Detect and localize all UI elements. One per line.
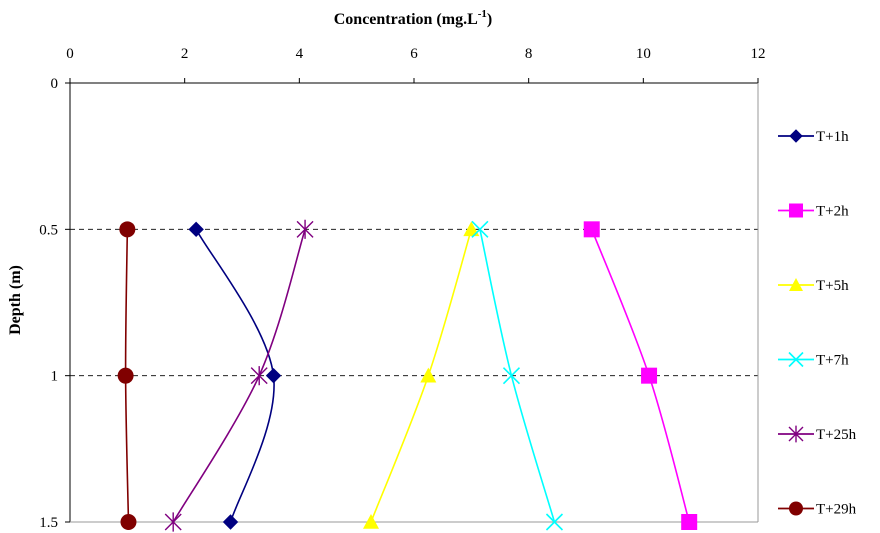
- x-tick-label: 8: [525, 46, 533, 62]
- legend-label: T+29h: [816, 502, 857, 518]
- marker-x: [788, 351, 804, 368]
- marker-x: [502, 367, 521, 385]
- marker-asterisk: [250, 366, 268, 386]
- x-axis-title-suffix: ): [487, 11, 492, 28]
- y-tick-label: 1.5: [39, 515, 58, 531]
- marker-triangle: [363, 514, 379, 529]
- x-axis-title-sup: -1: [478, 8, 487, 20]
- marker-diamond: [265, 367, 282, 384]
- marker-diamond: [188, 221, 204, 238]
- gridlines: [70, 228, 758, 377]
- y-tick-label: 0.5: [39, 222, 58, 238]
- marker-circle: [120, 514, 137, 530]
- marker-circle: [119, 221, 136, 238]
- marker-asterisk: [788, 425, 804, 443]
- x-axis-title-main: Concentration (mg.L: [334, 11, 478, 28]
- marker-square: [583, 221, 600, 238]
- x-tick-label: 6: [410, 46, 418, 62]
- marker-diamond: [222, 514, 239, 530]
- y-tick-label: 1: [51, 369, 59, 385]
- legend-label: T+2h: [816, 204, 849, 220]
- series-line: [479, 229, 556, 523]
- marker-x: [545, 513, 564, 531]
- marker-asterisk: [164, 512, 182, 532]
- axes: 0 2 4 6 8 10 12 0 0.5 1 1.5: [39, 46, 765, 531]
- marker-triangle: [463, 221, 480, 237]
- x-tick-label: 4: [296, 46, 304, 62]
- legend-label: T+1h: [816, 129, 849, 145]
- series-group: [117, 219, 698, 532]
- marker-square: [789, 203, 803, 218]
- legend-label: T+25h: [816, 427, 857, 443]
- y-axis-title: Depth (m): [7, 265, 24, 335]
- legend: T+1h T+2h T+5h T+7h T+25h T+29h: [778, 129, 857, 518]
- x-tick-label: 0: [66, 46, 74, 62]
- x-tick-label: 12: [751, 46, 766, 62]
- series-line: [172, 229, 306, 523]
- marker-square: [681, 514, 698, 530]
- legend-label: T+7h: [816, 353, 849, 369]
- marker-circle: [789, 501, 803, 516]
- marker-triangle: [789, 278, 803, 291]
- x-tick-label: 2: [181, 46, 189, 62]
- y-tick-label: 0: [51, 76, 59, 92]
- marker-diamond: [789, 129, 803, 143]
- legend-label: T+5h: [816, 278, 849, 294]
- marker-triangle: [420, 367, 437, 383]
- marker-circle: [117, 367, 134, 384]
- marker-asterisk: [296, 219, 314, 239]
- marker-square: [641, 367, 658, 384]
- x-axis-title: Concentration (mg.L-1): [334, 8, 492, 28]
- x-tick-label: 10: [636, 46, 651, 62]
- marker-x: [471, 220, 489, 238]
